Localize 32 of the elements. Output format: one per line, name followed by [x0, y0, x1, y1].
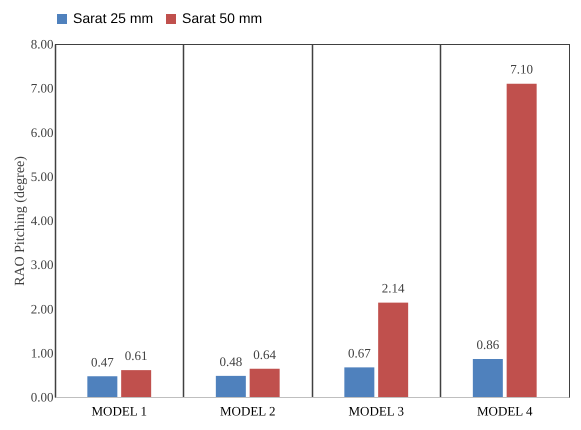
bar [250, 368, 280, 397]
bar [344, 367, 374, 397]
y-tick-label: 7.00 [30, 80, 54, 96]
bar [121, 370, 152, 397]
bar [216, 376, 246, 397]
x-tick-label: MODEL 1 [92, 404, 147, 418]
data-label: 0.64 [253, 346, 277, 362]
y-tick-label: 1.00 [30, 345, 54, 360]
y-tick-label: 8.00 [30, 36, 54, 52]
legend-label: Sarat 50 mm [182, 10, 262, 26]
y-tick-label: 6.00 [30, 124, 54, 140]
x-tick-label: MODEL 4 [477, 404, 533, 418]
data-label: 0.61 [124, 348, 148, 364]
data-label: 0.47 [90, 354, 114, 370]
bar [87, 376, 118, 397]
data-label: 7.10 [510, 62, 534, 77]
bar [472, 359, 503, 397]
data-label: 0.86 [476, 337, 500, 352]
y-tick-label: 5.00 [30, 168, 54, 184]
x-tick-label: MODEL 3 [348, 404, 404, 418]
y-tick-label: 0.00 [30, 390, 54, 404]
y-axis-title: RAO Pitching (degree) [12, 156, 28, 286]
x-tick-label: MODEL 2 [220, 404, 276, 418]
legend-label: Sarat 25 mm [73, 10, 154, 26]
y-tick-label: 2.00 [30, 301, 54, 316]
data-label: 0.48 [219, 354, 242, 369]
data-label: 2.14 [382, 280, 406, 296]
bar [378, 302, 408, 397]
y-tick-label: 4.00 [30, 213, 54, 228]
bar [506, 84, 537, 397]
data-label: 0.67 [348, 345, 372, 360]
y-tick-label: 3.00 [30, 257, 54, 272]
